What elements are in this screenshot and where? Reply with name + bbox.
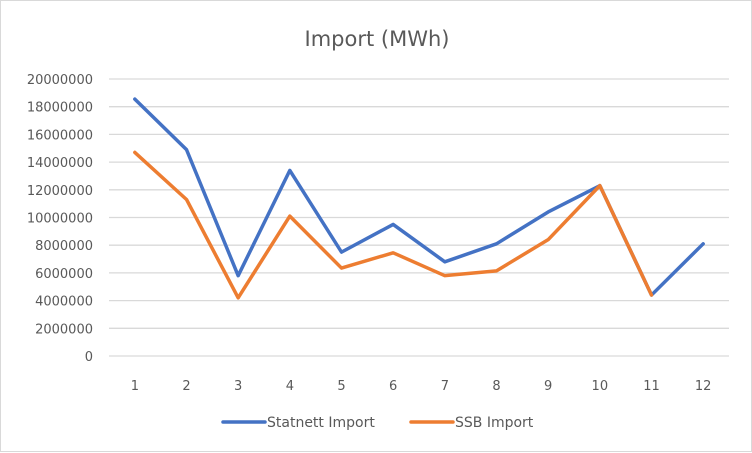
x-tick-label: 7 [441,379,449,394]
y-tick-label: 16000000 [27,128,93,143]
legend-label: Statnett Import [267,415,375,431]
x-tick-label: 8 [492,379,500,394]
y-tick-label: 20000000 [27,73,93,88]
y-axis-ticks: 0 2000000 4000000 6000000 8000000 10000000 120… [27,73,93,365]
y-tick-label: 0 [85,350,93,365]
x-tick-label: 11 [643,379,660,394]
y-tick-label: 6000000 [35,267,93,282]
y-tick-label: 4000000 [35,295,93,310]
y-tick-label: 2000000 [35,322,93,337]
y-tick-label: 14000000 [27,156,93,171]
x-tick-label: 10 [592,379,609,394]
legend: Statnett Import SSB Import [223,415,534,431]
y-tick-label: 8000000 [35,239,93,254]
y-tick-label: 10000000 [27,212,93,227]
x-tick-label: 12 [695,379,712,394]
x-tick-label: 1 [131,379,139,394]
gridlines [109,79,729,356]
y-tick-label: 12000000 [27,184,93,199]
x-tick-label: 4 [286,379,294,394]
chart-title: Import (MWh) [305,27,450,51]
legend-label: SSB Import [455,415,534,431]
x-tick-label: 6 [389,379,397,394]
x-tick-label: 9 [544,379,552,394]
x-tick-label: 5 [337,379,345,394]
series-lines [135,99,703,298]
x-tick-label: 3 [234,379,242,394]
y-tick-label: 18000000 [27,101,93,116]
x-tick-label: 2 [182,379,190,394]
